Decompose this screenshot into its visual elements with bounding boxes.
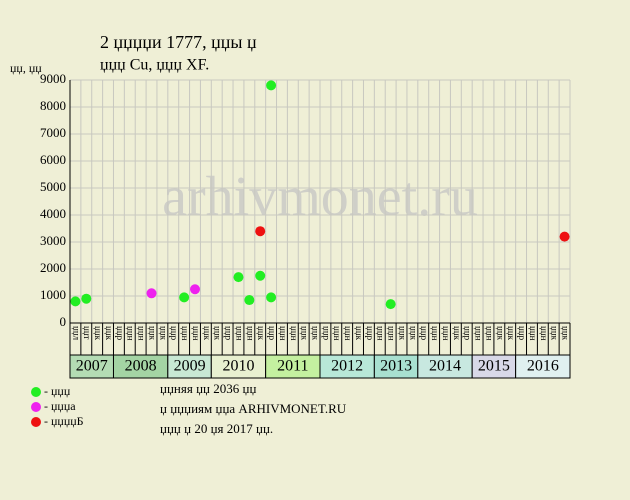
x-tick-label: џџк: [93, 326, 103, 341]
x-tick-label: џџн: [441, 326, 451, 341]
x-tick-label: џџр: [169, 326, 179, 341]
x-tick-label: џџк: [202, 326, 212, 341]
x-tick-label: џџр: [463, 326, 473, 341]
year-label: 2007: [76, 358, 108, 375]
data-point: [255, 226, 266, 237]
y-tick-label: 7000: [40, 125, 66, 140]
x-tick-label: џџн: [474, 326, 484, 341]
legend-label: - џџџа: [44, 399, 76, 413]
x-tick-label: џџр: [115, 326, 125, 341]
x-tick-label: џџн: [180, 326, 190, 341]
year-label: 2013: [380, 358, 412, 375]
year-cell: [515, 354, 571, 379]
x-tick-label: џџр: [517, 326, 527, 341]
x-tick-label: џџн: [234, 326, 244, 341]
y-tick-label: 6000: [40, 152, 66, 167]
legend-marker: [31, 417, 41, 427]
data-point: [233, 272, 244, 283]
chart-subtitle: џџџ Cu, џџџ XF.: [100, 57, 209, 74]
y-tick-label: 1000: [40, 287, 66, 302]
legend-label: - џџџ: [44, 384, 71, 398]
y-tick-label: 2000: [40, 260, 66, 275]
note: џ џџџиям џџа ARHIVMONET.RU: [160, 401, 347, 416]
data-point: [266, 292, 277, 303]
x-tick-label: џџк: [561, 326, 571, 341]
data-point: [70, 296, 81, 307]
data-point: [179, 292, 190, 303]
year-label: 2010: [222, 358, 254, 375]
year-label: 2012: [331, 358, 363, 375]
note: џџняя џџ 2036 џџ: [160, 381, 256, 396]
y-tick-label: 8000: [40, 98, 66, 113]
data-point: [244, 295, 255, 306]
x-tick-label: џџн: [126, 326, 136, 341]
x-tick-label: џџр: [365, 326, 375, 341]
data-point: [255, 270, 266, 281]
x-tick-label: џџк: [495, 326, 505, 341]
year-label: 2014: [429, 358, 461, 375]
x-tick-label: џџк: [354, 326, 364, 341]
data-point: [146, 288, 157, 299]
x-tick-label: џџн: [387, 326, 397, 341]
data-point: [559, 231, 570, 242]
x-tick-label: џџк: [311, 326, 321, 341]
y-tick-label: 0: [60, 314, 67, 329]
data-point: [266, 80, 277, 91]
note: џџџ џ 20 џя 2017 џџ.: [160, 421, 273, 436]
legend-label: - џџџџБ: [44, 414, 84, 428]
data-point: [81, 293, 92, 304]
x-tick-label: џџт: [82, 326, 92, 340]
x-tick-label: џџк: [256, 326, 266, 341]
x-tick-label: џџк: [104, 326, 114, 341]
x-tick-label: џџн: [430, 326, 440, 341]
x-tick-label: џџр: [419, 326, 429, 341]
x-tick-label: џџк: [147, 326, 157, 341]
x-tick-label: џџн: [289, 326, 299, 341]
year-label: 2009: [174, 358, 206, 375]
x-tick-label: џџн: [278, 326, 288, 341]
x-tick-label: џџн: [539, 326, 549, 341]
data-point: [385, 299, 396, 310]
chart-title: 2 џџџџи 1777, џџы џ: [100, 32, 257, 52]
x-tick-label: џџк: [300, 326, 310, 341]
year-label: 2016: [527, 358, 559, 375]
x-tick-label: џџр: [267, 326, 277, 341]
year-label: 2015: [478, 358, 510, 375]
y-tick-label: 9000: [40, 71, 66, 86]
x-tick-label: џџн: [343, 326, 353, 341]
y-axis-label: џџ, џџ: [10, 61, 42, 75]
x-tick-label: џџр: [321, 326, 331, 341]
x-tick-label: џџн: [191, 326, 201, 341]
x-tick-label: џџл: [71, 326, 81, 341]
x-tick-label: џџн: [376, 326, 386, 341]
x-tick-label: џџк: [213, 326, 223, 341]
legend-marker: [31, 387, 41, 397]
x-tick-label: џџк: [397, 326, 407, 341]
y-tick-label: 3000: [40, 233, 66, 248]
x-tick-label: џџн: [245, 326, 255, 341]
x-tick-label: џџн: [332, 326, 342, 341]
x-tick-label: џџн: [528, 326, 538, 341]
x-tick-label: џџк: [550, 326, 560, 341]
data-point: [190, 284, 200, 295]
x-tick-label: џџн: [137, 326, 147, 341]
year-label: 2008: [125, 358, 157, 375]
year-label: 2011: [277, 358, 308, 375]
x-tick-label: џџк: [408, 326, 418, 341]
y-tick-label: 5000: [40, 179, 66, 194]
x-tick-label: џџр: [224, 326, 234, 341]
x-tick-label: џџк: [158, 326, 168, 341]
x-tick-label: џџк: [452, 326, 462, 341]
x-tick-label: џџк: [506, 326, 516, 341]
y-tick-label: 4000: [40, 206, 66, 221]
x-tick-label: џџн: [484, 326, 494, 341]
legend-marker: [31, 402, 41, 412]
